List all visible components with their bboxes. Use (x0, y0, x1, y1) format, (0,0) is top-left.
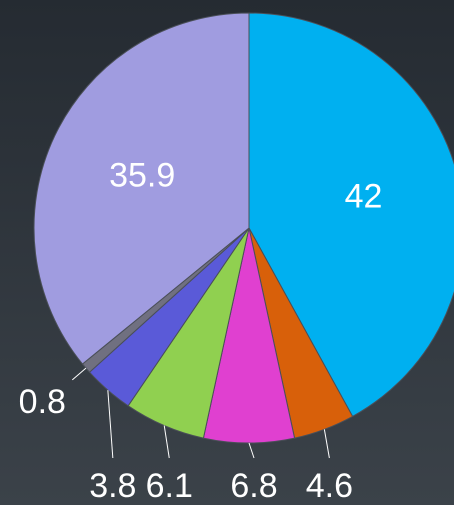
leader-line (163, 425, 170, 459)
slice-label: 42 (345, 178, 383, 216)
leader-line (107, 390, 114, 459)
slice-label: 6.1 (146, 467, 193, 505)
leader-line (248, 442, 255, 459)
pie-slice (33, 12, 250, 365)
slice-label: 4.6 (306, 467, 353, 505)
slice-label: 3.8 (89, 467, 136, 505)
slice-label: 6.8 (230, 467, 277, 505)
leader-line (323, 429, 330, 459)
leader-line (71, 367, 87, 381)
slice-label: 35.9 (109, 156, 175, 194)
pie-slice (248, 12, 454, 418)
slice-label: 0.8 (19, 383, 66, 421)
